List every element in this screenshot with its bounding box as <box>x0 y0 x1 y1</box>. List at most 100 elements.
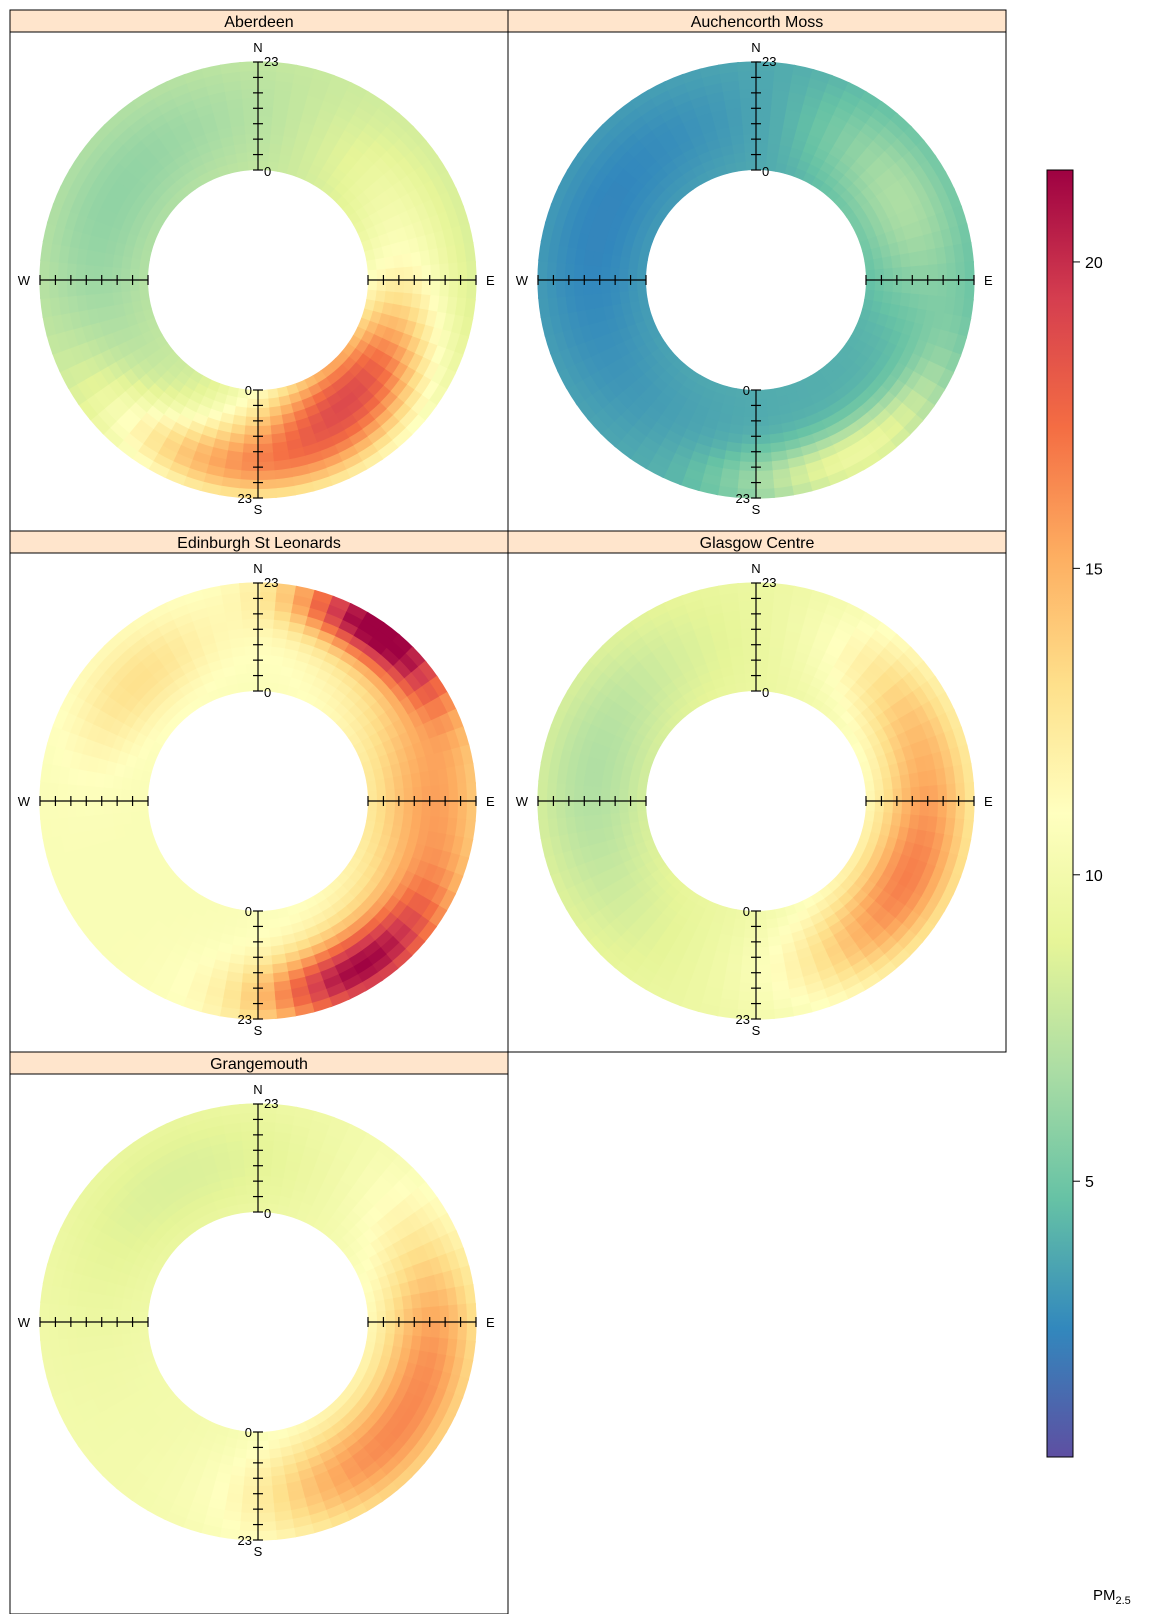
annulus-cell <box>427 905 448 929</box>
annulus-cell <box>422 863 439 884</box>
annulus-cells <box>39 582 477 1020</box>
annulus-cell <box>168 144 187 161</box>
annulus-cell <box>338 1140 361 1158</box>
annulus-cell <box>782 117 801 131</box>
annulus-cell <box>57 294 70 315</box>
annulus-cell <box>201 585 224 600</box>
annulus-cell <box>108 344 124 363</box>
annulus-cell <box>564 261 575 280</box>
annulus-cell <box>241 1130 261 1141</box>
annulus-cell <box>242 106 260 117</box>
annulus-cell <box>278 153 293 166</box>
annulus-cell <box>937 712 954 735</box>
annulus-cell <box>318 406 336 422</box>
annulus-cell <box>227 1204 241 1216</box>
annulus-cell <box>171 1163 191 1180</box>
annulus-cell <box>605 377 624 398</box>
annulus-cell <box>457 280 468 301</box>
annulus-cell <box>392 775 405 791</box>
annulus-cell <box>463 1284 476 1306</box>
annulus-cell <box>184 988 207 1004</box>
annulus-cell <box>234 663 249 675</box>
annulus-cell <box>148 80 172 99</box>
annulus-cell <box>865 402 886 422</box>
annulus-cell <box>540 221 555 244</box>
annulus-cell <box>237 1202 250 1214</box>
annulus-cell <box>331 114 351 132</box>
annulus-cell <box>825 122 845 139</box>
annulus-cell <box>756 582 778 593</box>
annulus-cell <box>771 610 792 623</box>
annulus-cell <box>169 603 192 620</box>
annulus-cell <box>116 1382 132 1400</box>
annulus-cell <box>669 973 691 990</box>
annulus-cell <box>321 1495 343 1512</box>
annulus-cell <box>103 1153 126 1175</box>
annulus-cell <box>901 266 912 282</box>
annulus-cell <box>574 678 594 701</box>
annulus-cell <box>590 187 608 207</box>
annulus-cell <box>431 175 449 198</box>
annulus-cell <box>389 850 405 869</box>
annulus-cell <box>386 640 408 662</box>
annulus-cell <box>555 815 568 836</box>
annulus-cell <box>431 195 448 217</box>
annulus-cell <box>419 249 432 268</box>
annulus-cell <box>156 413 176 431</box>
annulus-cell <box>196 662 213 677</box>
annulus-cell <box>75 783 86 801</box>
annulus-cell <box>842 121 863 140</box>
annulus-cell <box>274 485 296 498</box>
annulus-cell <box>165 1470 185 1488</box>
annulus-cell <box>779 656 796 670</box>
annulus-cell <box>381 302 394 317</box>
annulus-cell <box>644 980 668 1000</box>
annulus-cell <box>407 691 425 712</box>
annulus-cell <box>810 589 833 606</box>
annulus-cell <box>305 615 326 631</box>
annulus-cell <box>767 953 785 966</box>
annulus-cell <box>430 1406 448 1429</box>
annulus-cell <box>122 652 143 673</box>
annulus-cell <box>169 1124 192 1141</box>
annulus-cell <box>394 1322 405 1337</box>
annulus-cell <box>292 1523 315 1538</box>
annulus-cell <box>392 1333 405 1349</box>
annulus-cell <box>376 727 392 745</box>
annulus-cell <box>673 651 692 667</box>
annulus-cell <box>333 1479 354 1497</box>
annulus-cell <box>447 187 465 211</box>
annulus-cell <box>309 77 332 93</box>
annulus-cell <box>104 759 118 776</box>
annulus-cell <box>640 105 663 124</box>
annulus-cell <box>346 81 370 101</box>
annulus-cell <box>710 912 726 926</box>
annulus-cell <box>255 1000 277 1011</box>
annulus-cell <box>579 323 594 343</box>
annulus-cell <box>362 1132 386 1153</box>
annulus-cell <box>231 935 247 948</box>
annulus-cell <box>111 143 131 164</box>
annulus-cell <box>362 644 383 663</box>
annulus-cell <box>235 1193 249 1205</box>
annulus-cell <box>764 388 777 400</box>
annulus-cell <box>792 585 815 600</box>
annulus-cell <box>366 1301 378 1314</box>
annulus-cell <box>269 663 284 676</box>
annulus-cell <box>235 151 249 163</box>
annulus-cell <box>258 61 280 72</box>
annulus-cell <box>902 151 922 173</box>
annulus-cell <box>437 1410 457 1434</box>
annulus-cell <box>717 476 739 489</box>
annulus-cell <box>414 1398 432 1420</box>
annulus-cell <box>350 926 370 945</box>
annulus-cell <box>681 68 705 84</box>
annulus-cell <box>365 947 387 967</box>
annulus-cell <box>629 766 642 781</box>
annulus-cell <box>258 97 276 108</box>
annulus-cell <box>600 264 611 280</box>
annulus-cell <box>729 414 745 427</box>
annulus-cell <box>873 778 885 792</box>
annulus-cell <box>410 772 423 790</box>
annulus-cell <box>222 665 238 678</box>
